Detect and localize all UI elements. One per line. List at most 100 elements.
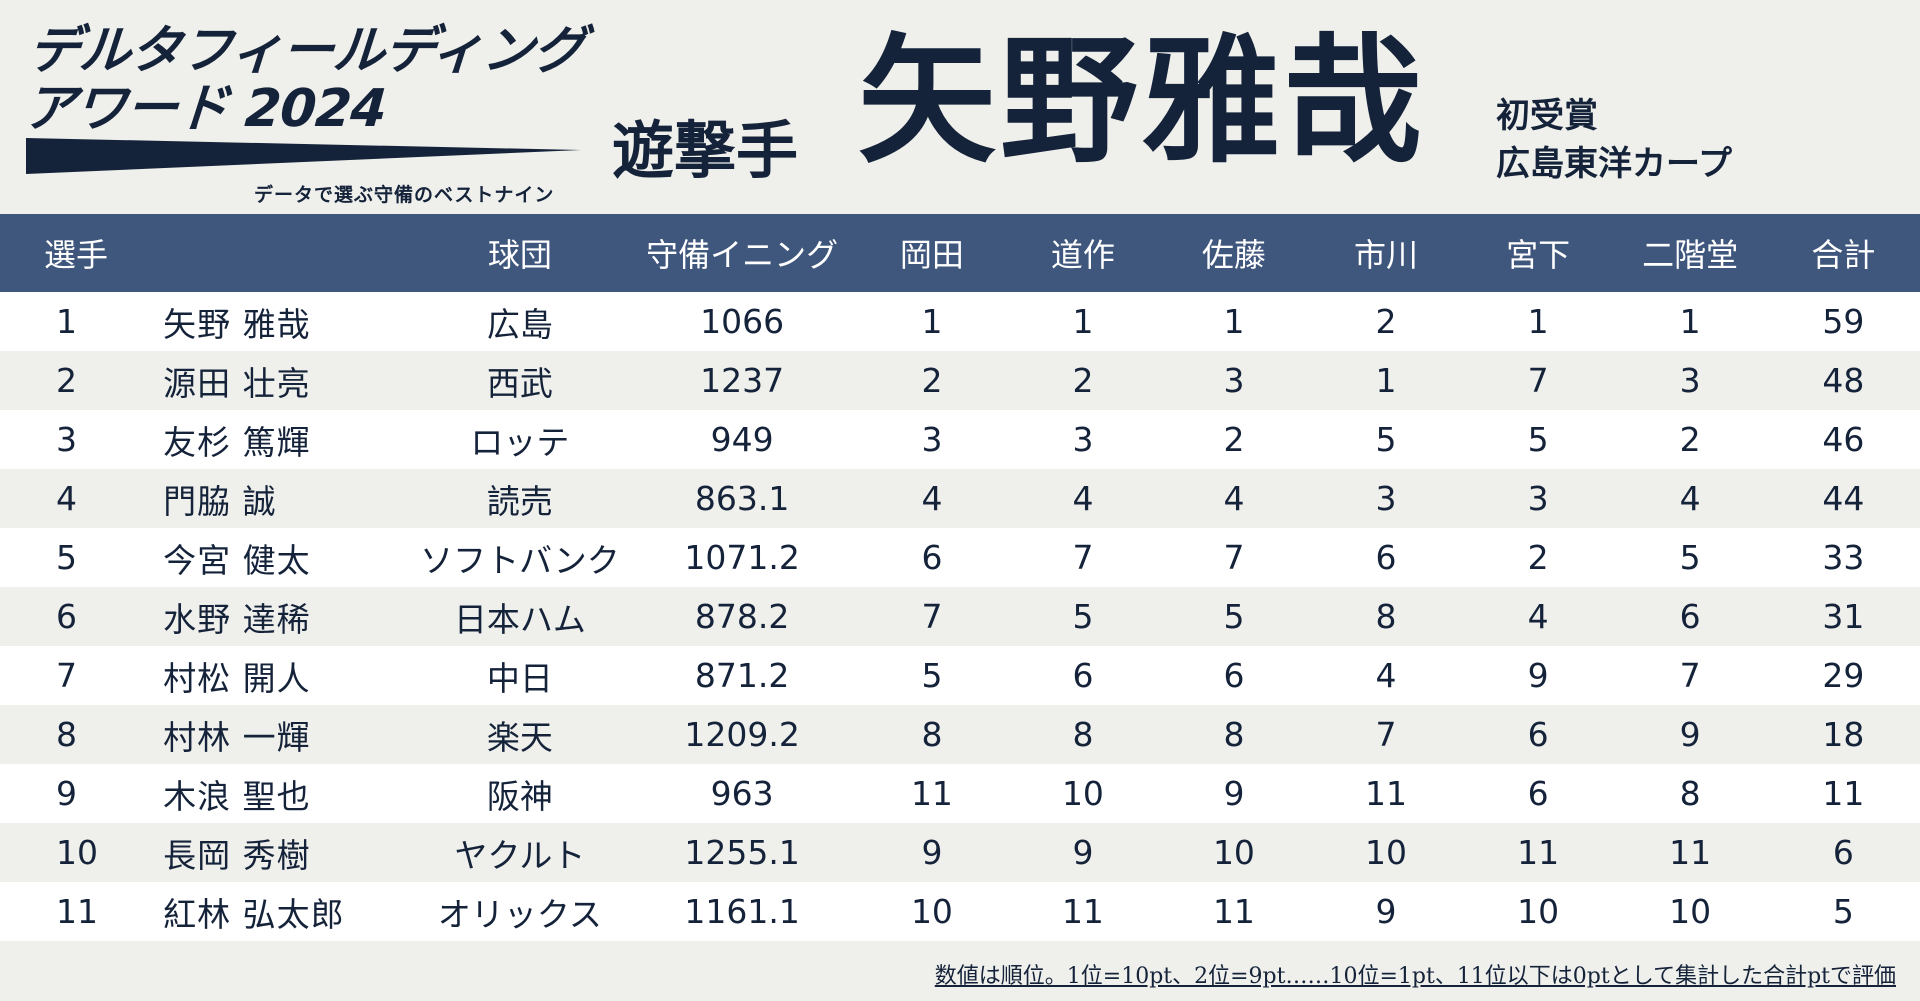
dosaku-rank-cell: 11 — [1061, 892, 1104, 931]
team-cell: ヤクルト — [454, 835, 586, 875]
position-label: 遊撃手 — [612, 114, 799, 187]
table-row: 10 長岡 秀樹 ヤクルト 1255.1 9 9 10 10 11 11 6 — [0, 823, 1920, 882]
column-header-dosaku: 道作 — [1050, 236, 1115, 274]
swoosh-graphic — [26, 138, 581, 174]
sato-rank-cell: 11 — [1212, 892, 1255, 931]
table-row: 2 源田 壮亮 西武 1237 2 2 3 1 7 3 48 — [0, 351, 1920, 410]
sato-rank-cell: 6 — [1223, 656, 1245, 695]
player-cell: 今宮 健太 — [163, 540, 311, 580]
team-cell: ソフトバンク — [420, 540, 620, 580]
total-points-cell: 5 — [1832, 892, 1854, 931]
ichikawa-rank-cell: 5 — [1375, 420, 1397, 459]
rank-cell: 8 — [56, 715, 77, 754]
column-header-player: 選手 — [44, 236, 109, 274]
innings-cell: 1209.2 — [684, 715, 800, 754]
miyashita-rank-cell: 4 — [1527, 597, 1549, 636]
ichikawa-rank-cell: 6 — [1375, 538, 1397, 577]
column-header-sato: 佐藤 — [1201, 236, 1266, 274]
innings-cell: 1237 — [700, 361, 785, 400]
table-row: 7 村松 開人 中日 871.2 5 6 6 4 9 7 29 — [0, 646, 1920, 705]
player-cell: 木浪 聖也 — [163, 776, 311, 816]
nikaido-rank-cell: 9 — [1679, 715, 1701, 754]
rank-cell: 11 — [56, 892, 98, 931]
sato-rank-cell: 2 — [1223, 420, 1245, 459]
ichikawa-rank-cell: 1 — [1375, 361, 1397, 400]
footnote: 数値は順位。1位=10pt、2位=9pt……10位=1pt、11位以下は0ptと… — [934, 964, 1896, 989]
miyashita-rank-cell: 7 — [1527, 361, 1549, 400]
ichikawa-rank-cell: 10 — [1365, 833, 1408, 872]
dosaku-rank-cell: 9 — [1072, 833, 1094, 872]
winner-info: 初受賞 広島東洋カープ — [1496, 92, 1732, 188]
column-header-ichikawa: 市川 — [1354, 236, 1419, 274]
total-points-cell: 44 — [1822, 479, 1865, 518]
okada-rank-cell: 5 — [921, 656, 943, 695]
team-cell: オリックス — [437, 894, 602, 934]
okada-rank-cell: 3 — [921, 420, 943, 459]
award-subtitle: データで選ぶ守備のベストナイン — [254, 184, 555, 206]
ichikawa-rank-cell: 9 — [1375, 892, 1397, 931]
miyashita-rank-cell: 1 — [1527, 302, 1549, 341]
innings-cell: 1071.2 — [684, 538, 800, 577]
player-cell: 友杉 篤輝 — [163, 422, 311, 462]
okada-rank-cell: 6 — [921, 538, 943, 577]
total-points-cell: 29 — [1822, 656, 1865, 695]
sato-rank-cell: 5 — [1223, 597, 1245, 636]
winner-name: 矢野雅哉 — [858, 21, 1427, 182]
table-header-row: 選手 球団 守備イニング 岡田 道作 佐藤 市川 宮下 二階堂 合計 — [0, 214, 1920, 292]
team-cell: 広島 — [486, 304, 553, 344]
okada-rank-cell: 1 — [921, 302, 943, 341]
table-row: 9 木浪 聖也 阪神 963 11 10 9 11 6 8 11 — [0, 764, 1920, 823]
winner-note: 初受賞 — [1496, 96, 1598, 136]
miyashita-rank-cell: 10 — [1517, 892, 1560, 931]
table-row: 11 紅林 弘太郎 オリックス 1161.1 10 11 11 9 10 10 5 — [0, 882, 1920, 941]
sato-rank-cell: 10 — [1212, 833, 1255, 872]
dosaku-rank-cell: 10 — [1061, 774, 1104, 813]
rank-cell: 1 — [56, 302, 77, 341]
nikaido-rank-cell: 3 — [1679, 361, 1701, 400]
innings-cell: 1066 — [700, 302, 785, 341]
innings-cell: 863.1 — [694, 479, 790, 518]
innings-cell: 1161.1 — [684, 892, 800, 931]
team-cell: 楽天 — [486, 717, 553, 757]
rank-cell: 6 — [56, 597, 77, 636]
dosaku-rank-cell: 8 — [1072, 715, 1094, 754]
total-points-cell: 48 — [1822, 361, 1865, 400]
rank-cell: 2 — [56, 361, 77, 400]
team-cell: ロッテ — [470, 422, 570, 462]
total-points-cell: 33 — [1822, 538, 1865, 577]
sato-rank-cell: 9 — [1223, 774, 1245, 813]
innings-cell: 963 — [710, 774, 774, 813]
sato-rank-cell: 3 — [1223, 361, 1245, 400]
rank-cell: 4 — [56, 479, 77, 518]
okada-rank-cell: 11 — [910, 774, 953, 813]
ichikawa-rank-cell: 11 — [1365, 774, 1408, 813]
award-title: デルタフィールディング アワード 2024 — [21, 21, 587, 139]
nikaido-rank-cell: 7 — [1679, 656, 1701, 695]
team-cell: 西武 — [486, 363, 553, 403]
table-row: 5 今宮 健太 ソフトバンク 1071.2 6 7 7 6 2 5 33 — [0, 528, 1920, 587]
team-cell: 読売 — [486, 481, 553, 521]
player-cell: 矢野 雅哉 — [163, 304, 311, 344]
dosaku-rank-cell: 4 — [1072, 479, 1094, 518]
column-header-miyashita: 宮下 — [1506, 236, 1571, 274]
innings-cell: 949 — [710, 420, 774, 459]
total-points-cell: 6 — [1832, 833, 1854, 872]
miyashita-rank-cell: 11 — [1517, 833, 1560, 872]
dosaku-rank-cell: 6 — [1072, 656, 1094, 695]
ichikawa-rank-cell: 7 — [1375, 715, 1397, 754]
okada-rank-cell: 9 — [921, 833, 943, 872]
player-cell: 紅林 弘太郎 — [163, 894, 345, 934]
total-points-cell: 59 — [1822, 302, 1865, 341]
innings-cell: 878.2 — [694, 597, 790, 636]
nikaido-rank-cell: 8 — [1679, 774, 1701, 813]
miyashita-rank-cell: 2 — [1527, 538, 1549, 577]
player-cell: 長岡 秀樹 — [163, 835, 311, 875]
ichikawa-rank-cell: 3 — [1375, 479, 1397, 518]
okada-rank-cell: 2 — [921, 361, 943, 400]
column-header-innings: 守備イニング — [646, 236, 839, 274]
nikaido-rank-cell: 5 — [1679, 538, 1701, 577]
dosaku-rank-cell: 5 — [1072, 597, 1094, 636]
player-cell: 村松 開人 — [163, 658, 311, 698]
team-cell: 日本ハム — [453, 599, 586, 639]
ichikawa-rank-cell: 4 — [1375, 656, 1397, 695]
